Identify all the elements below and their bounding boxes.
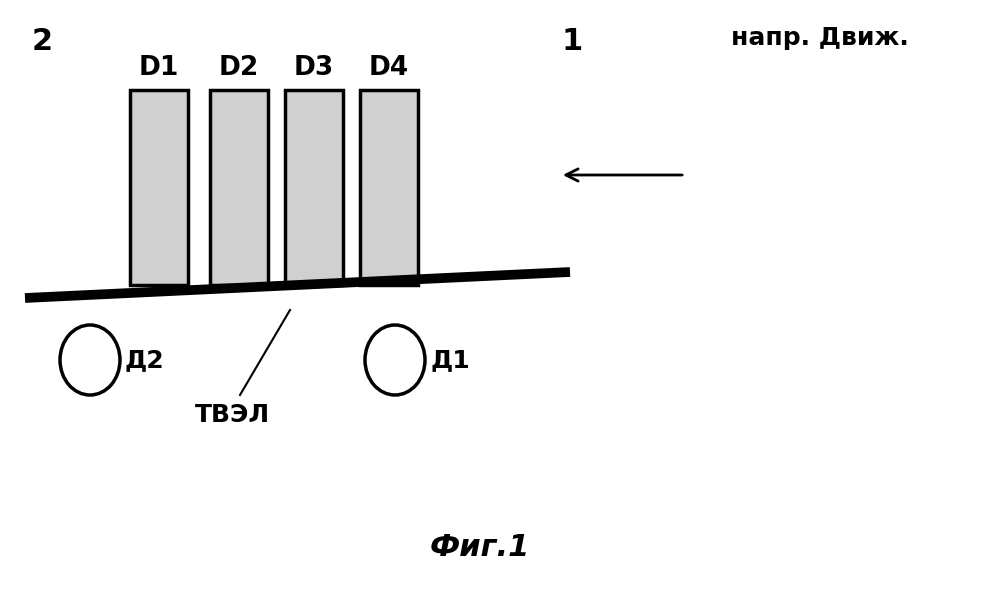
Text: 1: 1 xyxy=(561,27,582,57)
Text: Д2: Д2 xyxy=(125,348,165,372)
Text: Д1: Д1 xyxy=(430,348,470,372)
Ellipse shape xyxy=(60,325,120,395)
Ellipse shape xyxy=(365,325,425,395)
Bar xyxy=(130,90,188,285)
Text: напр. Движ.: напр. Движ. xyxy=(731,26,909,50)
Text: 2: 2 xyxy=(31,27,53,57)
Text: D4: D4 xyxy=(369,55,409,81)
Bar xyxy=(210,90,268,285)
Bar xyxy=(360,90,418,285)
Text: Фиг.1: Фиг.1 xyxy=(430,533,530,563)
Text: D1: D1 xyxy=(139,55,179,81)
Text: D3: D3 xyxy=(294,55,334,81)
Bar xyxy=(285,90,343,285)
Text: D2: D2 xyxy=(219,55,259,81)
Text: ТВЭЛ: ТВЭЛ xyxy=(195,403,270,427)
